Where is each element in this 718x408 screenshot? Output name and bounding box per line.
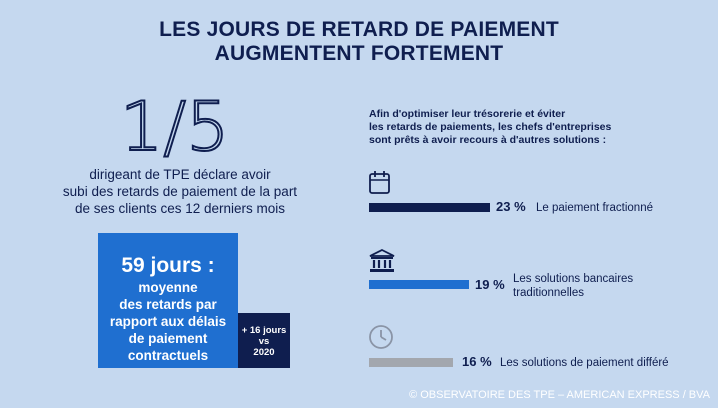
stat-desc-line-3: de ses clients ces 12 derniers mois <box>74 201 286 216</box>
increase-box: + 16 jours vs 2020 <box>238 313 290 368</box>
days-sub-line-5: contractuels <box>127 348 209 363</box>
title-line-1: LES JOURS DE RETARD DE PAIEMENT <box>159 18 559 41</box>
pct-paiement-fractionne: 23 % <box>496 199 526 214</box>
pct-paiement-differe: 16 % <box>462 354 492 369</box>
increase-line-1: + 16 jours <box>241 325 287 336</box>
stat-desc-line-2: subi des retards de paiement de la part <box>62 184 298 199</box>
increase-line-3: 2020 <box>253 347 275 358</box>
intro-line-1: Afin d'optimiser leur trésorerie et évit… <box>369 108 566 120</box>
intro-line-2: les retards de paiements, les chefs d'en… <box>369 121 612 133</box>
calendar-icon <box>369 171 390 194</box>
intro-text: Afin d'optimiser leur trésorerie et évit… <box>369 108 669 147</box>
bar-paiement-differe <box>369 358 454 367</box>
title-line-2: AUGMENTENT FORTEMENT <box>214 42 504 65</box>
label-paiement-fractionne: Le paiement fractionné <box>536 202 653 214</box>
stat-desc-line-1: dirigeant de TPE déclare avoir <box>89 167 271 182</box>
bar-paiement-fractionne <box>369 203 490 212</box>
days-value: 59 jours : <box>121 254 215 277</box>
days-sub-line-3: rapport aux délais <box>109 314 227 329</box>
label-solutions-bancaires-line-1: Les solutions bancaires <box>513 273 634 285</box>
label-solutions-bancaires-line-2: traditionnelles <box>513 287 584 299</box>
label-paiement-differe: Les solutions de paiement différé <box>500 357 669 369</box>
stat-description: dirigeant de TPE déclare avoir subi des … <box>48 166 312 217</box>
days-sub-line-4: de paiement <box>128 331 208 346</box>
bar-solutions-bancaires <box>369 280 469 289</box>
days-box: 59 jours : moyenne des retards par rappo… <box>98 233 238 368</box>
pct-solutions-bancaires: 19 % <box>475 277 505 292</box>
big-stat: 1/5 <box>119 88 230 167</box>
source-credit: © OBSERVATOIRE DES TPE – AMERICAN EXPRES… <box>409 389 710 401</box>
days-sub-line-1: moyenne <box>138 280 198 295</box>
bank-icon <box>369 248 395 272</box>
increase-line-2: vs <box>258 336 270 347</box>
label-solutions-bancaires: Les solutions bancaires traditionnelles <box>513 272 633 300</box>
clock-icon <box>369 325 393 349</box>
days-sub-line-2: des retards par <box>119 297 217 312</box>
intro-line-3: sont prêts à avoir recours à d'autres so… <box>369 134 607 146</box>
